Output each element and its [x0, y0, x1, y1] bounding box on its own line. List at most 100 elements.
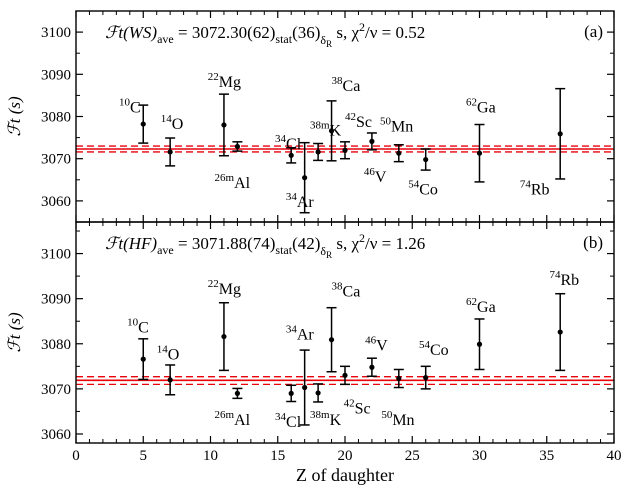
panel-title: ℱt(WS)ave = 3072.30(62)stat(36)δR s, χ2/…	[105, 20, 425, 49]
data-point-74Rb: 74Rb	[549, 269, 579, 372]
x-tick-label: 25	[405, 448, 420, 464]
point-marker	[302, 175, 308, 181]
x-tick-label: 0	[72, 448, 80, 464]
data-point-38Ca: 38Ca	[326, 280, 361, 373]
y-tick-label: 3080	[41, 337, 71, 353]
data-point-62Ga: 62Ga	[466, 96, 496, 183]
point-marker	[234, 390, 240, 396]
x-tick-label: 35	[539, 448, 554, 464]
y-tick-label: 3070	[41, 152, 71, 168]
point-marker	[315, 390, 321, 396]
point-marker	[288, 152, 294, 158]
panel-label: (a)	[584, 22, 603, 41]
point-marker	[140, 356, 146, 362]
nuclide-label: 22Mg	[208, 71, 241, 91]
nuclide-label: 34Cl	[275, 133, 302, 153]
data-point-22Mg: 22Mg	[208, 71, 241, 157]
nuclide-label: 50Mn	[381, 409, 414, 429]
data-point-10C: 10C	[119, 96, 149, 144]
point-marker	[288, 390, 294, 396]
nuclide-label: 10C	[127, 317, 149, 337]
y-tick-label: 3100	[41, 25, 71, 41]
point-marker	[423, 156, 429, 163]
data-point-62Ga: 62Ga	[466, 296, 496, 371]
point-marker	[396, 375, 402, 382]
point-marker	[369, 364, 375, 370]
data-point-34Ar: 34Ar	[286, 141, 315, 214]
y-tick-label: 3090	[41, 292, 71, 308]
data-point-54Co: 54Co	[419, 339, 449, 390]
point-marker	[221, 122, 227, 128]
nuclide-label: 34Ar	[286, 191, 315, 211]
point-marker	[328, 128, 335, 134]
panel-b: 3060 3070 3080 3090 3100 10C 14O 22Mg 26mAl 34Cl 3…	[5, 221, 615, 444]
data-point-50Mn: 50Mn	[380, 115, 413, 163]
nuclide-label: 26mAl	[215, 172, 251, 192]
nuclide-label: 38mK	[310, 409, 342, 429]
nuclide-label: 26mAl	[215, 409, 251, 429]
nuclide-label: 38Ca	[332, 75, 361, 95]
data-point-50Mn: 50Mn	[381, 368, 415, 429]
point-marker	[557, 131, 563, 137]
x-tick-label: 5	[140, 448, 148, 464]
nuclide-label: 62Ga	[466, 96, 496, 116]
nuclide-label: 46V	[365, 335, 388, 355]
x-tick-label: 15	[270, 448, 285, 464]
data-point-54Co: 54Co	[408, 148, 438, 199]
nuclide-label: 54Co	[408, 179, 438, 199]
point-marker	[369, 138, 375, 144]
nuclide-label: 50Mn	[380, 115, 413, 135]
point-marker	[302, 384, 308, 391]
y-tick-label: 3060	[41, 194, 71, 210]
data-point-42Sc: 42Sc	[340, 111, 372, 160]
nuclide-label: 14O	[157, 344, 180, 364]
point-marker	[476, 341, 483, 347]
point-marker	[423, 375, 429, 381]
x-tick-label: 10	[203, 448, 218, 464]
nuclide-label: 10C	[119, 96, 141, 116]
data-point-38Ca: 38Ca	[326, 75, 361, 162]
point-marker	[315, 149, 321, 155]
point-marker	[342, 147, 348, 153]
point-marker	[221, 333, 227, 340]
point-marker	[342, 372, 348, 378]
point-marker	[557, 329, 563, 335]
data-point-46V: 46V	[365, 335, 388, 377]
data-point-42Sc: 42Sc	[340, 365, 371, 418]
point-marker	[396, 150, 402, 156]
point-marker	[476, 150, 483, 156]
nuclide-label: 38Ca	[332, 280, 361, 300]
nuclide-label: 42Sc	[345, 111, 372, 131]
y-tick-label: 3080	[41, 110, 71, 126]
y-axis-label: ℱt (s)	[5, 96, 24, 137]
nuclide-label: 74Rb	[520, 179, 550, 199]
nuclide-label: 22Mg	[208, 278, 241, 298]
panel-title: ℱt(HF)ave = 3071.88(74)stat(42)δR s, χ2/…	[105, 231, 425, 260]
data-point-74Rb: 74Rb	[520, 87, 566, 199]
nuclide-label: 62Ga	[466, 296, 496, 316]
nuclide-label: 46V	[364, 166, 387, 186]
data-point-34Ar: 34Ar	[286, 323, 314, 426]
data-point-26mAl: 26mAl	[215, 141, 251, 192]
data-point-14O: 14O	[161, 113, 184, 167]
point-marker	[167, 377, 173, 383]
nuclide-label: 38mK	[310, 119, 342, 139]
panel-label: (b)	[583, 233, 603, 252]
x-tick-label: 30	[472, 448, 487, 464]
data-point-34Cl: 34Cl	[275, 384, 302, 431]
x-tick-label: 20	[338, 448, 353, 464]
nuclide-label: 34Cl	[275, 411, 302, 431]
y-tick-label: 3070	[41, 382, 71, 398]
point-marker	[234, 143, 240, 150]
data-point-22Mg: 22Mg	[208, 278, 241, 372]
y-tick-label: 3090	[41, 67, 71, 83]
y-tick-label: 3100	[41, 247, 71, 263]
x-axis-label: Z of daughter	[296, 465, 394, 485]
nuclide-label: 74Rb	[549, 269, 579, 289]
nuclide-label: 14O	[161, 113, 184, 133]
point-marker	[140, 121, 146, 127]
data-point-10C: 10C	[127, 317, 149, 381]
data-point-14O: 14O	[157, 344, 180, 396]
